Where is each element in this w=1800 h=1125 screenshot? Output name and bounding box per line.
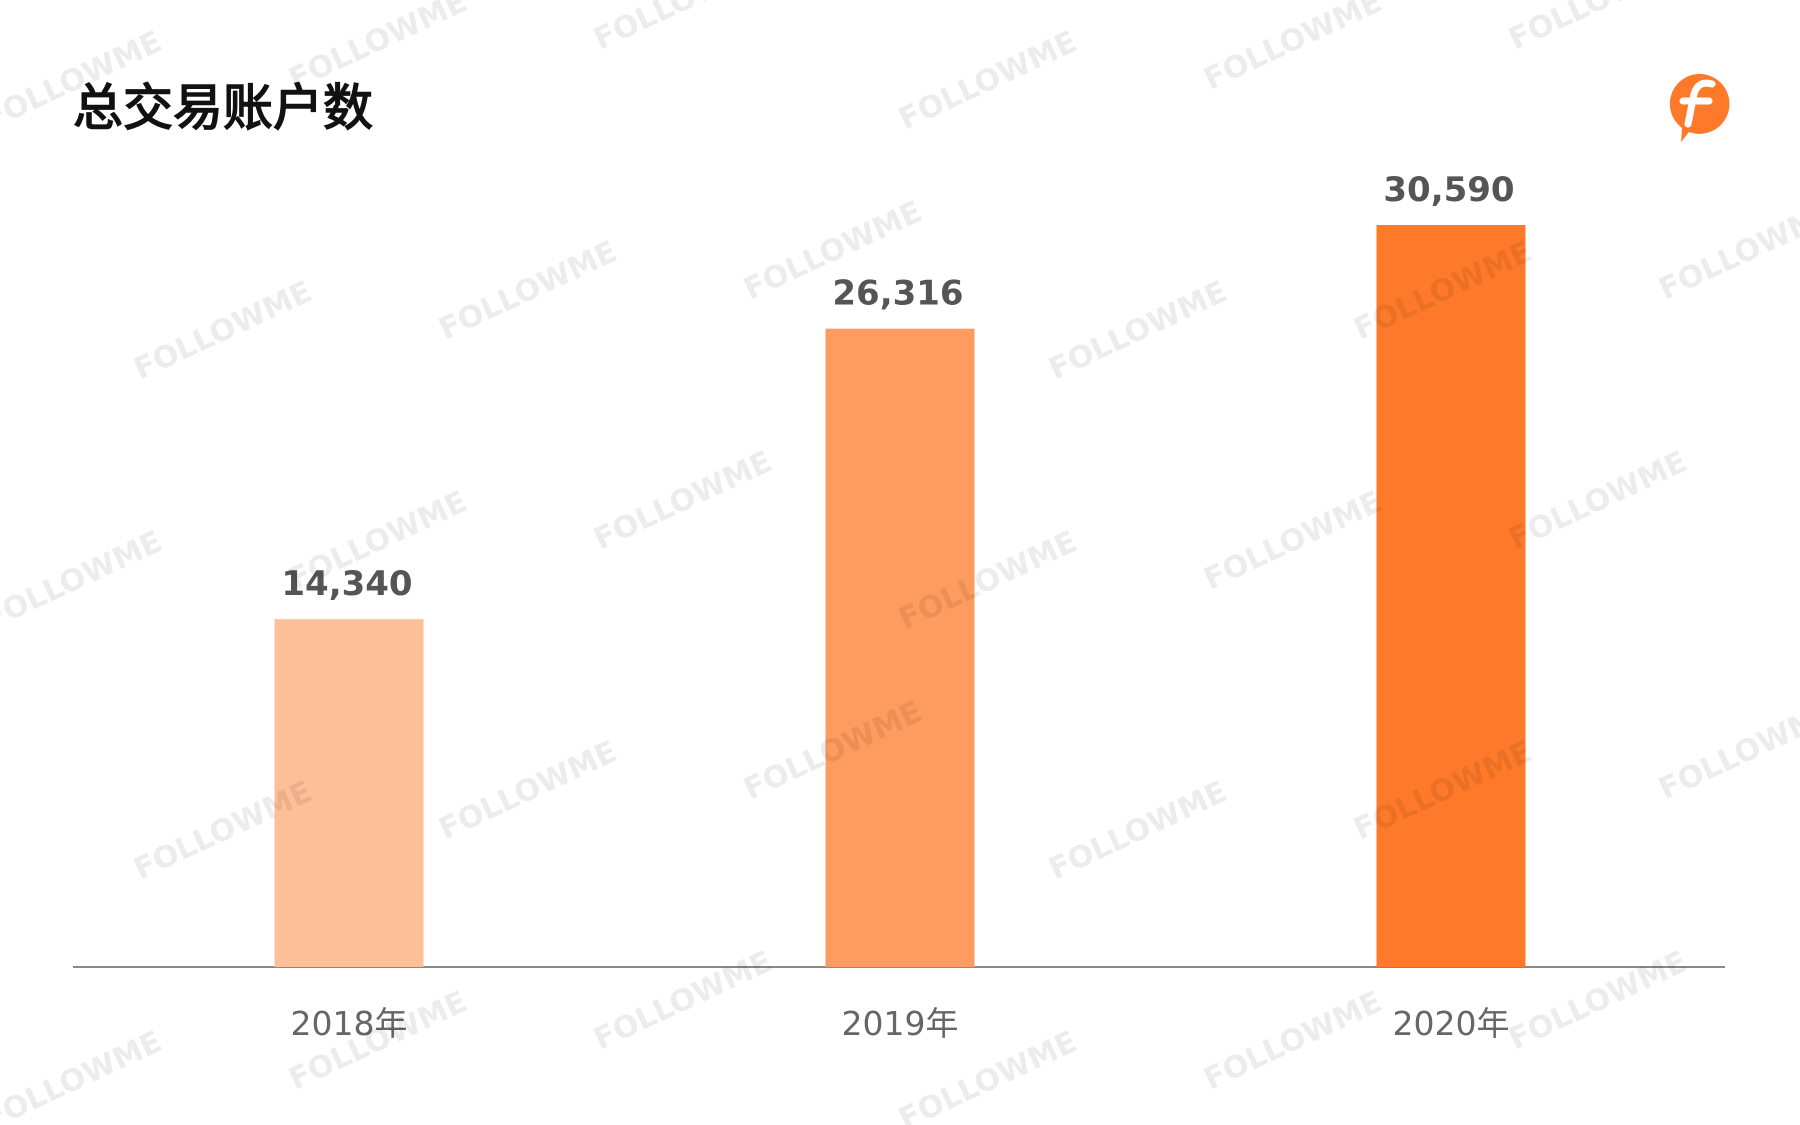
watermark: FOLLOWME — [1504, 944, 1693, 1057]
watermark: FOLLOWME — [1199, 984, 1388, 1097]
watermark: FOLLOWME — [129, 274, 318, 387]
bars: 14,340 2018年 26,316 2019年 30,590 2020年 — [274, 170, 1526, 1043]
watermark: FOLLOWME — [434, 734, 623, 847]
watermark: FOLLOWME — [434, 234, 623, 347]
watermark: FOLLOWME — [1199, 0, 1388, 97]
watermark: FOLLOWME — [284, 0, 473, 97]
watermark: FOLLOWME — [589, 0, 778, 57]
value-label: 26,316 — [832, 274, 963, 314]
x-tick-label: 2019年 — [842, 1004, 959, 1043]
value-label: 30,590 — [1383, 170, 1514, 210]
watermark: FOLLOWME — [1044, 774, 1233, 887]
watermark: FOLLOWME — [1199, 484, 1388, 597]
watermark: FOLLOWME — [0, 524, 167, 637]
bar — [825, 328, 975, 967]
watermark: FOLLOWME — [0, 1024, 167, 1125]
watermark: FOLLOWME — [1654, 194, 1800, 307]
watermark: FOLLOWME — [1504, 0, 1693, 57]
bar — [274, 619, 424, 967]
x-tick-label: 2018年 — [291, 1004, 408, 1043]
value-label: 14,340 — [281, 564, 412, 604]
x-tick-label: 2020年 — [1393, 1004, 1510, 1043]
chart-title: 总交易账户数 — [73, 79, 373, 137]
watermark: FOLLOWME — [894, 24, 1083, 137]
logo-f — [1679, 79, 1716, 128]
watermark: FOLLOWME — [1044, 274, 1233, 387]
watermark: FOLLOWME — [1504, 444, 1693, 557]
bar — [1376, 225, 1526, 967]
watermark: FOLLOWME — [1654, 694, 1800, 807]
logo — [1669, 73, 1730, 142]
watermark: FOLLOWME — [589, 444, 778, 557]
watermark: FOLLOWME — [589, 944, 778, 1057]
